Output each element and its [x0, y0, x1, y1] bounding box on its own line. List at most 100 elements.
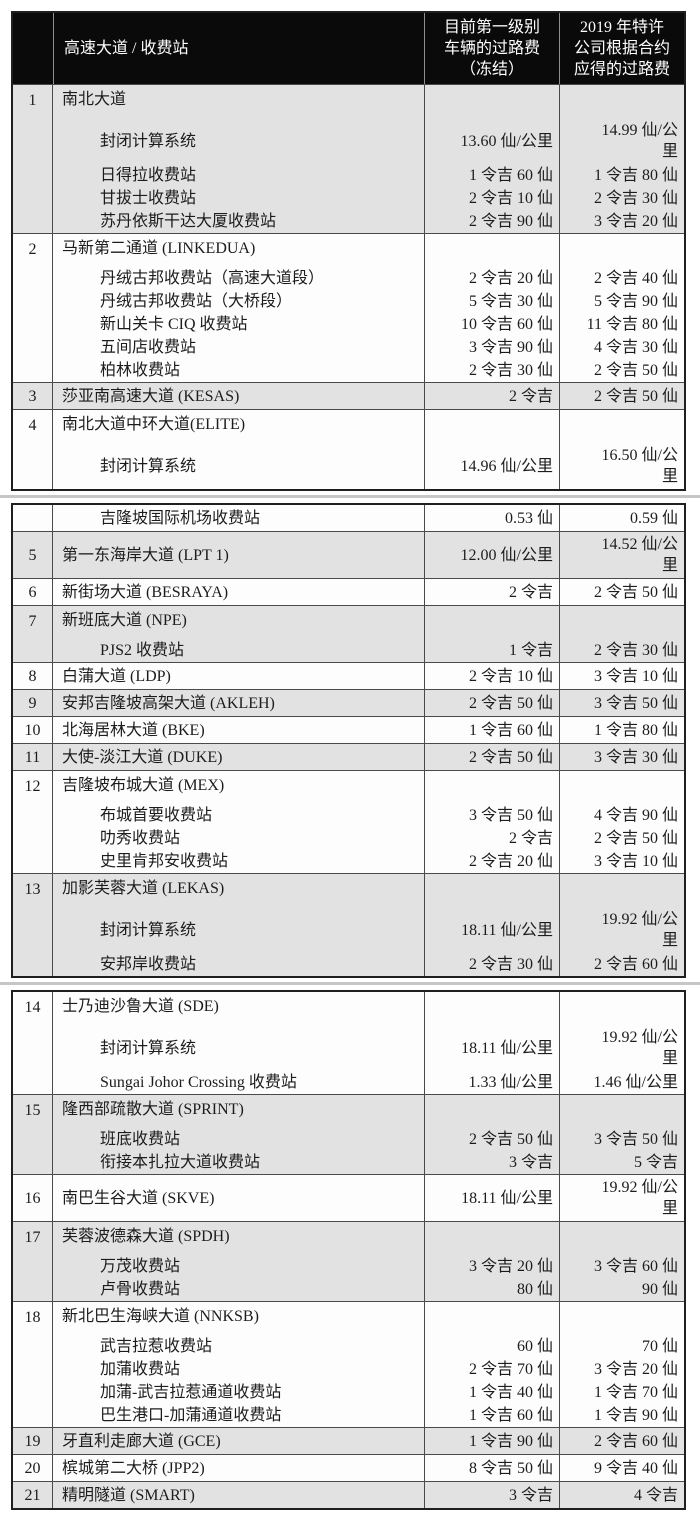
current-toll-value: 18.11 仙/公里 [424, 1025, 559, 1071]
row-lines: 士乃迪沙鲁大道 (SDE) 封闭计算系统 18.11 仙/公里 19.92 仙/公 里… [53, 992, 684, 1094]
contract-toll-2019-value: 19.92 仙/公 里 [559, 1025, 684, 1071]
road-title: 隆西部疏散大道 (SPRINT) [62, 1101, 244, 1118]
current-toll-value: 2 令吉 30 仙 [424, 953, 559, 976]
current-toll-value: 13.60 仙/公里 [424, 118, 559, 164]
current-toll-value: 1 令吉 40 仙 [424, 1381, 559, 1404]
contract-toll-2019-value [559, 1095, 684, 1128]
row-line: 封闭计算系统 13.60 仙/公里 14.99 仙/公 里 [53, 118, 684, 164]
contract-toll-2019-value: 2 令吉 50 仙 [559, 827, 684, 850]
current-toll-value: 2 令吉 10 仙 [424, 187, 559, 210]
road-title: 第一东海岸大道 (LPT 1) [62, 546, 229, 564]
table-row: 21 精明隧道 (SMART) 3 令吉 4 令吉 [13, 1481, 684, 1508]
row-line: 武吉拉惹收费站 60 仙 70 仙 [53, 1335, 684, 1358]
contract-toll-2019-value [559, 234, 684, 267]
row-lines: 南北大道封闭计算系统 13.60 仙/公里 14.99 仙/公 里日得拉收费站 1 令… [53, 85, 684, 233]
row-line: 吉隆坡布城大道 (MEX) [53, 771, 684, 804]
row-lines: 第一东海岸大道 (LPT 1) 12.00 仙/公里 14.52 仙/公 里 [53, 532, 684, 578]
contract-toll-2019-value [559, 1222, 684, 1255]
current-toll-value: 8 令吉 50 仙 [424, 1455, 559, 1481]
current-toll-value: 2 令吉 50 仙 [424, 744, 559, 770]
contract-toll-2019-value [559, 606, 684, 639]
contract-toll-2019-value: 0.59 仙 [559, 505, 684, 531]
toll-station-name: 班底收费站 [100, 1131, 181, 1148]
current-toll-value: 1.33 仙/公里 [424, 1071, 559, 1094]
contract-toll-2019-value [559, 992, 684, 1025]
table-segment-2: 吉隆坡国际机场收费站 0.53 仙 0.59 仙 5 第一东海岸大道 (LPT 1) 12… [11, 503, 686, 978]
toll-station-name: 万茂收费站 [100, 1258, 181, 1275]
row-lines: 莎亚南高速大道 (KESAS) 2 令吉 2 令吉 50 仙 [53, 383, 684, 409]
row-line: 马新第二通道 (LINKEDUA) [53, 234, 684, 267]
current-toll-value [424, 1302, 559, 1335]
road-title: 北海居林大道 (BKE) [62, 721, 205, 739]
contract-toll-2019-value: 4 令吉 [559, 1482, 684, 1508]
contract-toll-2019-value: 16.50 仙/公 里 [559, 443, 684, 489]
current-toll-value [424, 992, 559, 1025]
road-title: 牙直利走廊大道 (GCE) [62, 1432, 221, 1450]
row-number: 21 [13, 1482, 53, 1508]
contract-toll-2019-value: 1.46 仙/公里 [559, 1071, 684, 1094]
road-title: 南北大道中环大道(ELITE) [62, 416, 246, 433]
table-row: 7 新班底大道 (NPE) PJS2 收费站 1 令吉 2 令吉 30 仙 [13, 605, 684, 662]
current-toll-value: 5 令吉 30 仙 [424, 290, 559, 313]
current-toll-value: 60 仙 [424, 1335, 559, 1358]
current-toll-value: 1 令吉 90 仙 [424, 1428, 559, 1454]
toll-station-name: 封闭计算系统 [100, 1039, 197, 1057]
toll-station-name: 安邦岸收费站 [100, 956, 197, 973]
row-number: 2 [13, 234, 53, 382]
row-number: 18 [13, 1302, 53, 1427]
road-title: 安邦吉隆坡高架大道 (AKLEH) [62, 694, 275, 712]
contract-toll-2019-value: 3 令吉 50 仙 [559, 690, 684, 716]
road-title: 南北大道 [62, 91, 127, 108]
table-row: 6 新街场大道 (BESRAYA) 2 令吉 2 令吉 50 仙 [13, 578, 684, 605]
road-title: 吉隆坡布城大道 (MEX) [62, 777, 225, 794]
toll-station-name: 新山关卡 CIQ 收费站 [100, 316, 248, 333]
row-lines: 吉隆坡国际机场收费站 0.53 仙 0.59 仙 [53, 505, 684, 531]
current-toll-value: 0.53 仙 [424, 505, 559, 531]
current-toll-value [424, 410, 559, 443]
contract-toll-2019-value: 5 令吉 [559, 1151, 684, 1174]
contract-toll-2019-value [559, 85, 684, 118]
current-toll-value: 2 令吉 [424, 827, 559, 850]
row-line: 新街场大道 (BESRAYA) 2 令吉 2 令吉 50 仙 [53, 579, 684, 605]
current-toll-value [424, 771, 559, 804]
row-number: 3 [13, 383, 53, 409]
current-toll-value: 1 令吉 60 仙 [424, 1404, 559, 1427]
row-line: 新北巴生海峡大道 (NNKSB) [53, 1302, 684, 1335]
toll-station-name: 柏林收费站 [100, 362, 181, 379]
header-current-toll-column: 目前第一级别 车辆的过路费 （冻结） [424, 13, 559, 84]
row-number: 17 [13, 1222, 53, 1301]
table-segment-3: 14 士乃迪沙鲁大道 (SDE) 封闭计算系统 18.11 仙/公里 19.92 仙/公… [11, 990, 686, 1510]
contract-toll-2019-value: 11 令吉 80 仙 [559, 313, 684, 336]
row-number: 13 [13, 874, 53, 976]
row-line: 莎亚南高速大道 (KESAS) 2 令吉 2 令吉 50 仙 [53, 383, 684, 409]
contract-toll-2019-value: 4 令吉 30 仙 [559, 336, 684, 359]
row-line: 南北大道 [53, 85, 684, 118]
contract-toll-2019-value: 5 令吉 90 仙 [559, 290, 684, 313]
table-row: 16 南巴生谷大道 (SKVE) 18.11 仙/公里 19.92 仙/公 里 [13, 1174, 684, 1221]
row-line: 精明隧道 (SMART) 3 令吉 4 令吉 [53, 1482, 684, 1508]
row-line: 封闭计算系统 18.11 仙/公里 19.92 仙/公 里 [53, 1025, 684, 1071]
road-title: 新北巴生海峡大道 (NNKSB) [62, 1308, 259, 1325]
contract-toll-2019-value: 14.99 仙/公 里 [559, 118, 684, 164]
row-number: 7 [13, 606, 53, 662]
contract-toll-2019-value: 19.92 仙/公 里 [559, 1175, 684, 1221]
row-line: 叻秀收费站 2 令吉 2 令吉 50 仙 [53, 827, 684, 850]
contract-toll-2019-value: 2 令吉 60 仙 [559, 1428, 684, 1454]
current-toll-value: 3 令吉 20 仙 [424, 1255, 559, 1278]
toll-station-name: 卢骨收费站 [100, 1281, 181, 1298]
row-line: 加影芙蓉大道 (LEKAS) [53, 874, 684, 907]
current-toll-value: 10 令吉 60 仙 [424, 313, 559, 336]
